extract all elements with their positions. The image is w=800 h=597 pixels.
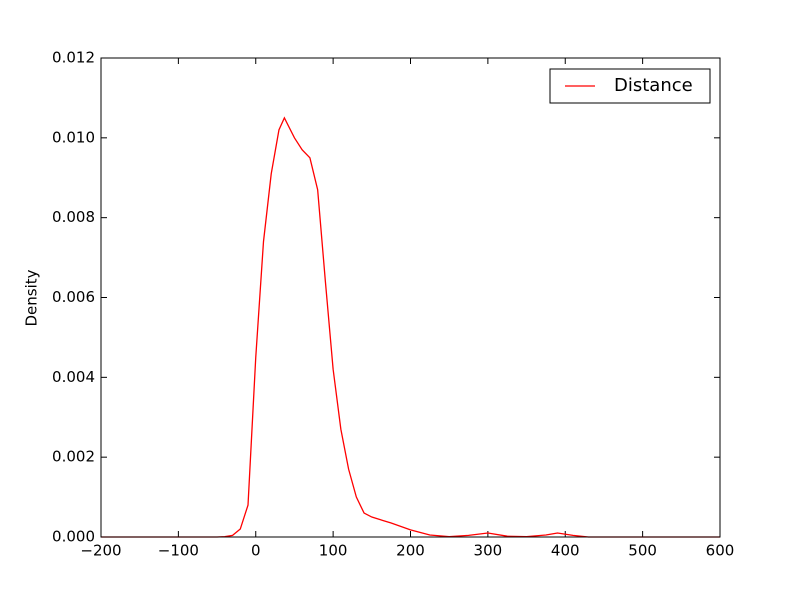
x-tick-label: −100 (158, 542, 199, 560)
y-tick-label: 0.006 (52, 288, 95, 306)
y-axis-label: Density (23, 269, 41, 326)
legend-label: Distance (614, 75, 693, 96)
y-tick-label: 0.002 (52, 448, 95, 466)
x-tick-label: 500 (628, 542, 657, 560)
x-tick-label: 100 (319, 542, 348, 560)
plot-frame (100, 57, 721, 538)
x-tick-label: 200 (396, 542, 425, 560)
x-tick-label: 300 (474, 542, 503, 560)
x-tick-label: −200 (80, 542, 121, 560)
x-tick-label: 400 (551, 542, 580, 560)
y-tick-label: 0.000 (52, 528, 95, 546)
x-tick-label: 0 (251, 542, 261, 560)
y-tick-label: 0.008 (52, 208, 95, 226)
y-tick-label: 0.004 (52, 368, 95, 386)
x-tick-label: 600 (706, 542, 735, 560)
y-tick-label: 0.012 (52, 49, 95, 67)
y-tick-label: 0.010 (52, 128, 95, 146)
